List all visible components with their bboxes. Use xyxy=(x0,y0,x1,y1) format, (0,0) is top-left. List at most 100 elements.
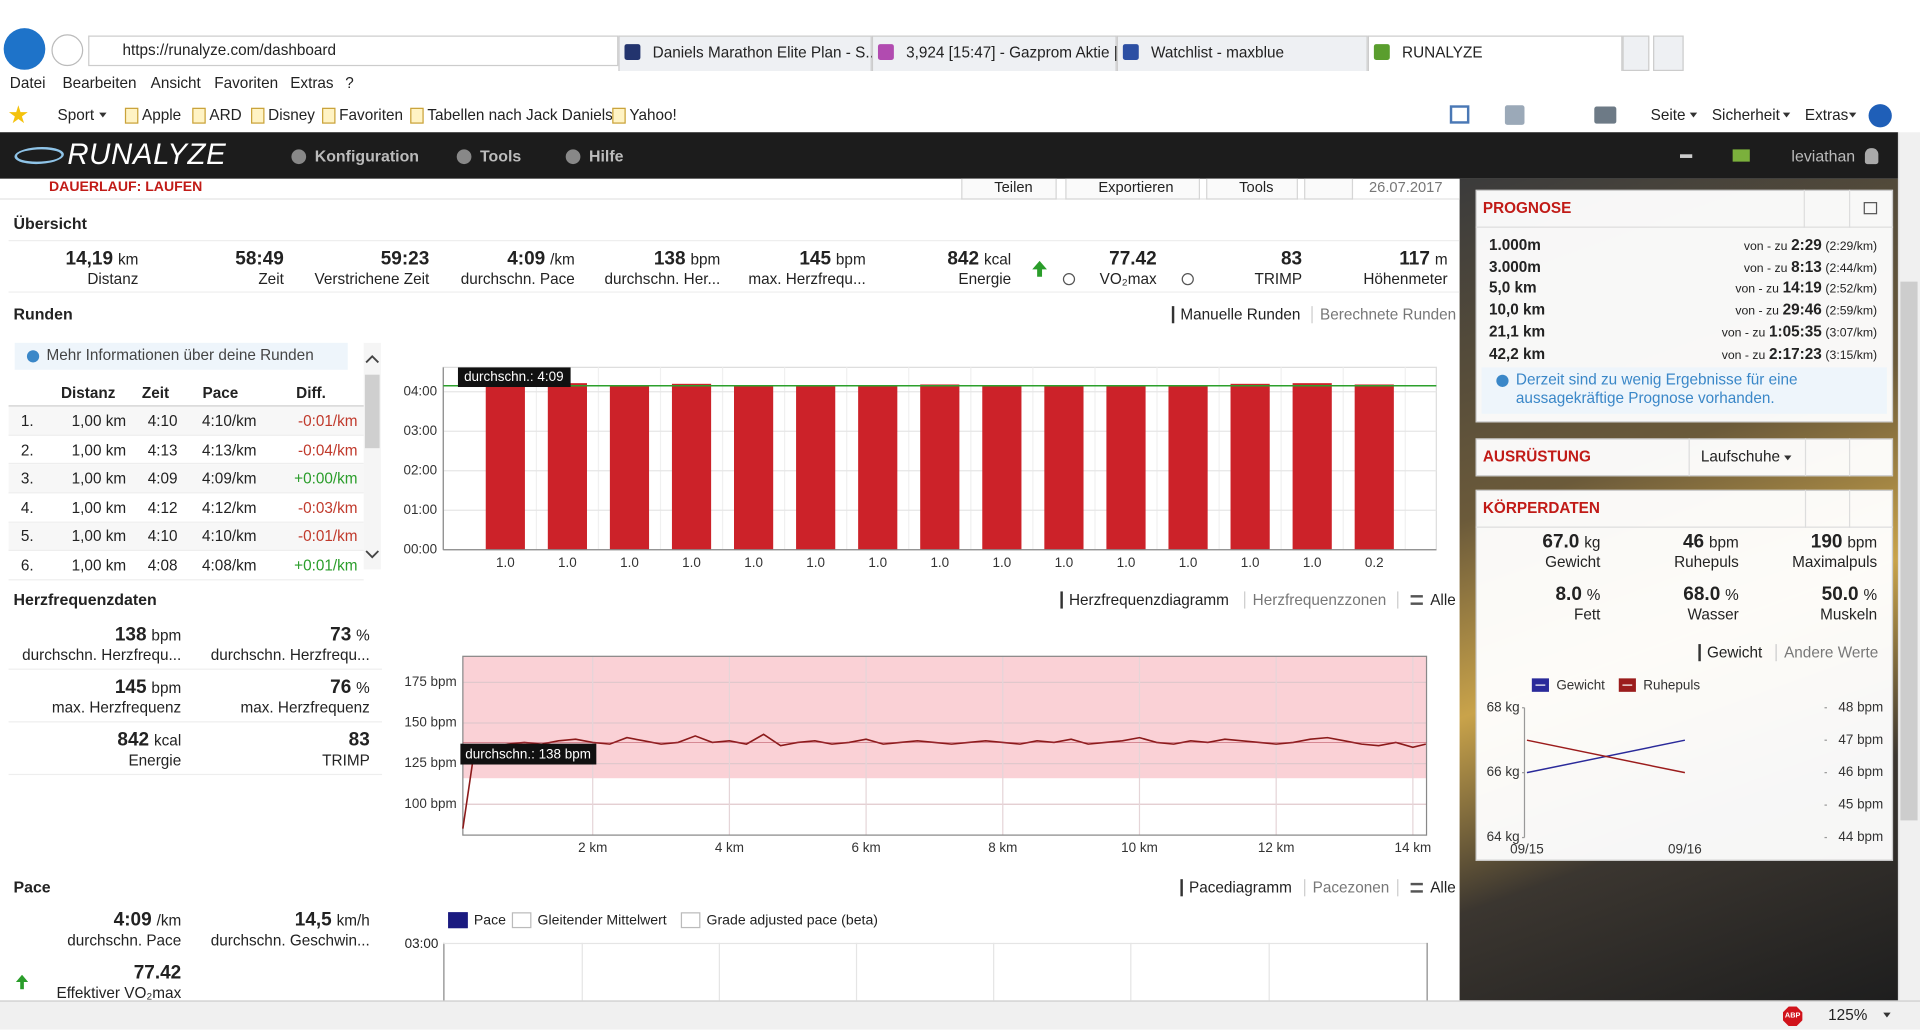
favorite-link[interactable]: Yahoo! xyxy=(629,106,677,124)
stat-value: 117 xyxy=(1399,248,1430,270)
lap-diff: -0:01/km xyxy=(297,412,358,430)
panel-title: KÖRPERDATEN xyxy=(1482,499,1600,517)
new-tab[interactable] xyxy=(1622,35,1650,72)
table-row xyxy=(8,406,364,436)
back-button[interactable] xyxy=(3,28,46,70)
tab[interactable]: Alle xyxy=(1430,591,1456,609)
menu-item[interactable]: ? xyxy=(345,74,354,92)
prognosis-time: 14:19 xyxy=(1782,279,1822,297)
command-menu[interactable]: Seite xyxy=(1650,106,1686,124)
favorite-link[interactable]: Favoriten xyxy=(339,106,403,124)
menu-item[interactable]: Extras xyxy=(290,74,334,92)
tab-title[interactable]: RUNALYZE xyxy=(1402,44,1483,62)
forward-button[interactable] xyxy=(51,34,84,67)
action-label[interactable]: Exportieren xyxy=(1098,178,1174,196)
favorite-link[interactable]: Sport xyxy=(57,106,95,124)
stat-unit: % xyxy=(1725,586,1739,604)
help-button[interactable] xyxy=(1868,104,1892,128)
stat-row xyxy=(8,670,383,723)
menu-bar xyxy=(0,71,1920,98)
stat: 83 xyxy=(2,729,370,753)
browser-tab[interactable] xyxy=(871,35,1117,72)
stat-unit: km xyxy=(117,251,139,269)
panel-button[interactable] xyxy=(1848,438,1893,477)
nav-user[interactable]: leviathan xyxy=(1791,146,1856,166)
lap-pace: 4:08/km xyxy=(202,557,257,575)
nav-item[interactable]: Konfiguration xyxy=(314,146,420,166)
tab[interactable]: Andere Werte xyxy=(1784,644,1879,662)
panel-button[interactable] xyxy=(1804,489,1849,528)
panel-button[interactable] xyxy=(1804,438,1849,477)
command-menu[interactable]: Sicherheit xyxy=(1711,106,1780,124)
legend-swatch[interactable] xyxy=(511,912,532,929)
lap-pace: 4:12/km xyxy=(202,499,257,517)
tab[interactable]: Gewicht xyxy=(1706,644,1763,662)
tab[interactable]: Berechnete Runden xyxy=(1320,306,1457,324)
menu-item[interactable]: Bearbeiten xyxy=(62,74,137,92)
bar xyxy=(920,384,960,550)
tab-title[interactable]: Daniels Marathon Elite Plan - S... xyxy=(652,44,879,62)
panel-button[interactable] xyxy=(1803,189,1849,228)
nav-item[interactable]: Tools xyxy=(480,146,522,166)
info-text[interactable]: Mehr Informationen über deine Runden xyxy=(46,346,314,364)
menu-item[interactable]: Ansicht xyxy=(150,74,201,92)
menu-item[interactable]: Favoriten xyxy=(214,74,279,92)
browser-tab[interactable] xyxy=(1116,35,1368,72)
action-button[interactable] xyxy=(1304,178,1354,200)
stat-unit: m xyxy=(1434,251,1448,269)
tab[interactable]: Pacezonen xyxy=(1312,879,1390,897)
legend-swatch[interactable] xyxy=(680,912,701,929)
favorite-link[interactable]: Disney xyxy=(268,106,315,124)
tab[interactable]: Herzfrequenzdiagramm xyxy=(1068,591,1229,609)
action-label[interactable]: Tools xyxy=(1239,178,1274,196)
panel-button[interactable] xyxy=(1688,438,1805,477)
stat-value: 842 xyxy=(947,248,980,270)
feed-icon[interactable] xyxy=(1504,105,1525,125)
lap-time: 4:08 xyxy=(147,557,178,575)
legend-label[interactable]: Gleitender Mittelwert xyxy=(537,913,667,929)
command-menu[interactable]: Extras xyxy=(1804,106,1849,124)
legend-label[interactable]: Pace xyxy=(473,913,506,929)
home-icon[interactable] xyxy=(1449,105,1470,124)
stat: 145 bpm xyxy=(0,676,181,700)
prognosis-result: von - zu 1:05:35 (3:07/km) xyxy=(1510,322,1877,344)
stat-label: Energie xyxy=(128,751,182,769)
favorite-link[interactable]: Apple xyxy=(142,106,182,124)
zoom-level[interactable]: 125% xyxy=(1828,1006,1868,1024)
address-bar[interactable] xyxy=(88,35,619,67)
menu-item[interactable]: Datei xyxy=(9,74,46,92)
lap-pace: 4:10/km xyxy=(202,528,257,546)
menu-icon xyxy=(1410,595,1423,605)
action-button[interactable] xyxy=(1065,178,1200,200)
print-icon[interactable] xyxy=(1594,106,1617,124)
tab[interactable]: Pacediagramm xyxy=(1188,879,1292,897)
panel-button[interactable] xyxy=(1848,189,1893,228)
action-button[interactable] xyxy=(1206,178,1298,200)
tab-title[interactable]: Watchlist - maxblue xyxy=(1151,44,1284,62)
nav-item[interactable]: Hilfe xyxy=(588,146,624,166)
tab-title[interactable]: 3,924 [15:47] - Gazprom Aktie |... xyxy=(906,44,1131,62)
favorite-link[interactable]: ARD xyxy=(209,106,242,124)
stat-label: Wasser xyxy=(1687,606,1739,624)
tab[interactable]: Manuelle Runden xyxy=(1180,306,1301,324)
favorite-link[interactable]: Tabellen nach Jack Daniels xyxy=(427,106,613,124)
browser-tab[interactable] xyxy=(618,35,872,72)
tab[interactable]: Alle xyxy=(1430,879,1456,897)
lap-pace: 4:09/km xyxy=(202,470,257,488)
nav-add[interactable] xyxy=(1680,154,1693,158)
stat-label: Gewicht xyxy=(1545,553,1601,571)
panel-button[interactable] xyxy=(1848,489,1893,528)
action-button[interactable] xyxy=(961,178,1057,200)
equipment-select[interactable]: Laufschuhe xyxy=(1700,448,1780,466)
ie-tab[interactable] xyxy=(1653,35,1684,72)
tab[interactable]: Herzfrequenzzonen xyxy=(1252,591,1387,609)
browser-tab[interactable] xyxy=(1367,35,1623,72)
stat-unit: kcal xyxy=(983,251,1012,269)
action-label[interactable]: Teilen xyxy=(994,178,1033,196)
prognosis-result: von - zu 29:46 (2:59/km) xyxy=(1510,300,1877,322)
legend-swatch[interactable] xyxy=(448,912,468,929)
prognosis-result: von - zu 14:19 (2:52/km) xyxy=(1510,278,1877,300)
nav-mail[interactable] xyxy=(1732,149,1750,162)
stat: 77.42 xyxy=(789,247,1157,271)
legend-label[interactable]: Grade adjusted pace (beta) xyxy=(706,913,878,929)
